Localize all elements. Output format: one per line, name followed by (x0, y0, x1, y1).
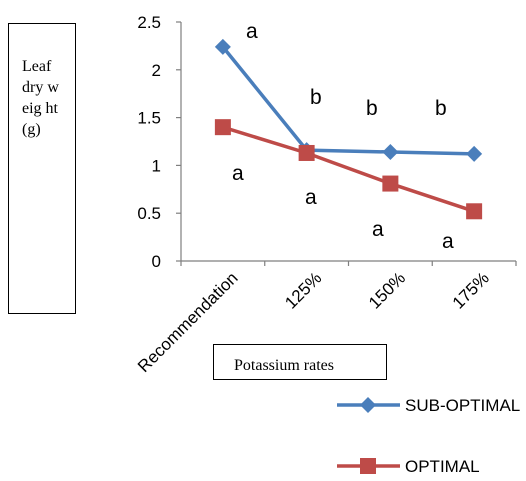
annotation-group: a b b b a a a a (232, 20, 454, 253)
x-axis-title: Potassium rates (234, 357, 334, 374)
y-tick-label: 1.5 (137, 109, 161, 128)
significance-letter: a (246, 20, 258, 43)
data-point (382, 144, 399, 161)
x-axis-title-box: Potassium rates (213, 344, 387, 380)
data-point (466, 145, 483, 162)
data-point (360, 397, 376, 413)
data-point (466, 203, 483, 220)
y-tick-labels: 0 0.5 1 1.5 2 2.5 (137, 13, 161, 271)
series-group (214, 38, 483, 220)
data-point (360, 458, 376, 474)
y-tick-label: 2.5 (137, 13, 161, 32)
data-point (214, 38, 231, 55)
chart-axes (176, 21, 517, 266)
y-tick-label: 0 (152, 252, 161, 271)
x-tick-label: 150% (365, 268, 409, 312)
x-tick-label: 125% (281, 268, 325, 312)
legend-label: SUB-OPTIMAL (405, 396, 520, 415)
significance-letter: b (310, 86, 322, 109)
significance-letter: a (232, 162, 244, 185)
y-tick-label: 0.5 (137, 204, 161, 223)
significance-letter: a (372, 218, 384, 241)
significance-letter: b (366, 97, 378, 120)
data-point (382, 175, 399, 192)
legend-item-sub-optimal: SUB-OPTIMAL (337, 396, 520, 415)
significance-letter: a (442, 230, 454, 253)
y-axis-title-box: Leaf dry weig ht(g) (8, 23, 76, 314)
series-line (222, 125, 475, 213)
y-tick-label: 2 (152, 61, 161, 80)
x-tick-label: 175% (449, 268, 493, 312)
series-optimal (214, 119, 483, 220)
legend-label: OPTIMAL (405, 457, 480, 476)
significance-letter: b (435, 97, 447, 120)
legend-item-optimal: OPTIMAL (337, 457, 480, 476)
series-line (221, 45, 475, 156)
y-tick-label: 1 (152, 156, 161, 175)
significance-letter: a (305, 186, 317, 209)
legend: SUB-OPTIMAL OPTIMAL (337, 396, 520, 476)
data-point (214, 119, 231, 136)
data-point (298, 144, 315, 161)
y-axis-title: Leaf dry weig ht(g) (22, 58, 59, 138)
